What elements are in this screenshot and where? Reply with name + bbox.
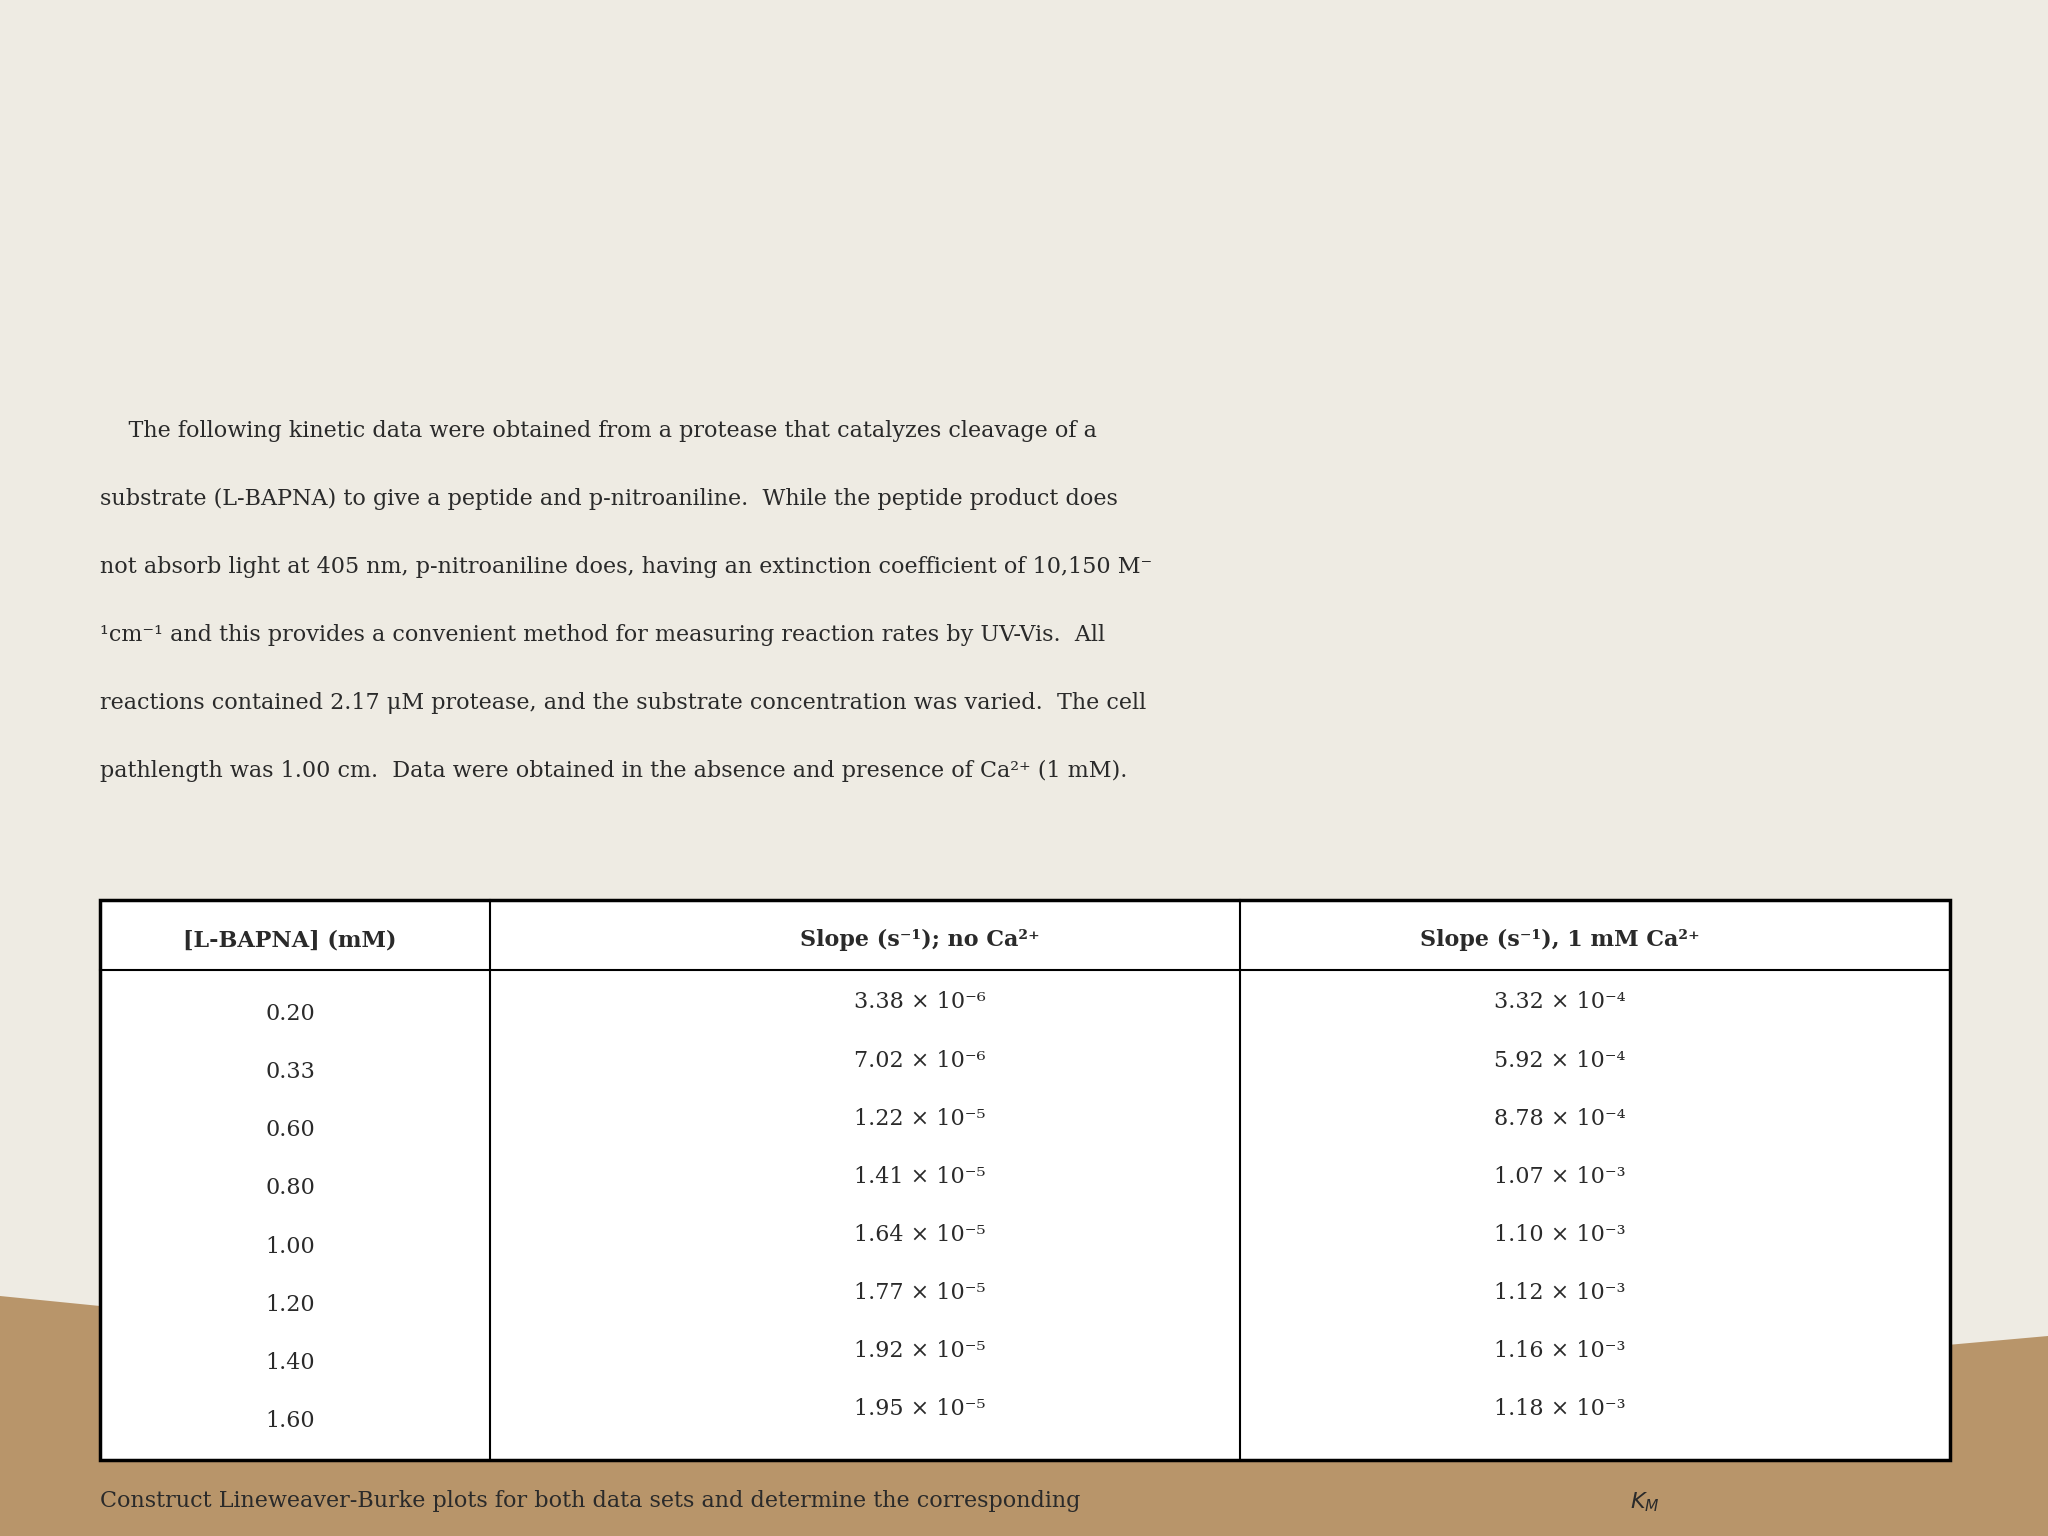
Polygon shape — [0, 0, 2048, 1385]
Text: 1.60: 1.60 — [264, 1410, 315, 1432]
Text: 1.95 × 10⁻⁵: 1.95 × 10⁻⁵ — [854, 1398, 985, 1421]
Text: Slope (s⁻¹), 1 mM Ca²⁺: Slope (s⁻¹), 1 mM Ca²⁺ — [1419, 929, 1700, 951]
Bar — [100, 900, 1950, 1461]
Text: reactions contained 2.17 μM protease, and the substrate concentration was varied: reactions contained 2.17 μM protease, an… — [100, 693, 1147, 714]
Text: 1.64 × 10⁻⁵: 1.64 × 10⁻⁵ — [854, 1224, 985, 1246]
Text: 1.20: 1.20 — [264, 1293, 315, 1316]
Text: 1.12 × 10⁻³: 1.12 × 10⁻³ — [1495, 1283, 1626, 1304]
Text: 1.00: 1.00 — [264, 1235, 315, 1258]
Text: 1.22 × 10⁻⁵: 1.22 × 10⁻⁵ — [854, 1107, 985, 1129]
Text: 1.77 × 10⁻⁵: 1.77 × 10⁻⁵ — [854, 1283, 985, 1304]
Text: 1.07 × 10⁻³: 1.07 × 10⁻³ — [1495, 1166, 1626, 1187]
Text: 1.40: 1.40 — [264, 1352, 315, 1373]
Text: Construct Lineweaver-Burke plots for both data sets and determine the correspond: Construct Lineweaver-Burke plots for bot… — [100, 1490, 1087, 1511]
Text: pathlength was 1.00 cm.  Data were obtained in the absence and presence of Ca²⁺ : pathlength was 1.00 cm. Data were obtain… — [100, 760, 1126, 782]
Text: 1.10 × 10⁻³: 1.10 × 10⁻³ — [1495, 1224, 1626, 1246]
Text: [L-BAPNA] (mM): [L-BAPNA] (mM) — [182, 929, 397, 951]
Text: 7.02 × 10⁻⁶: 7.02 × 10⁻⁶ — [854, 1049, 985, 1072]
Text: 3.32 × 10⁻⁴: 3.32 × 10⁻⁴ — [1495, 991, 1626, 1014]
Text: 1.92 × 10⁻⁵: 1.92 × 10⁻⁵ — [854, 1341, 985, 1362]
Text: 1.18 × 10⁻³: 1.18 × 10⁻³ — [1495, 1398, 1626, 1421]
Text: 0.20: 0.20 — [264, 1003, 315, 1025]
Text: 8.78 × 10⁻⁴: 8.78 × 10⁻⁴ — [1495, 1107, 1626, 1129]
Text: 0.80: 0.80 — [264, 1178, 315, 1200]
Text: 0.60: 0.60 — [264, 1120, 315, 1141]
Text: ¹cm⁻¹ and this provides a convenient method for measuring reaction rates by UV-V: ¹cm⁻¹ and this provides a convenient met… — [100, 624, 1106, 647]
Text: The following kinetic data were obtained from a protease that catalyzes cleavage: The following kinetic data were obtained… — [100, 419, 1098, 442]
Text: 1.41 × 10⁻⁵: 1.41 × 10⁻⁵ — [854, 1166, 985, 1187]
Text: $K_M$: $K_M$ — [1630, 1490, 1659, 1513]
Text: substrate (L-BAPNA) to give a peptide and p-nitroaniline.  While the peptide pro: substrate (L-BAPNA) to give a peptide an… — [100, 488, 1118, 510]
Text: 0.33: 0.33 — [264, 1061, 315, 1083]
Text: 1.16 × 10⁻³: 1.16 × 10⁻³ — [1495, 1341, 1626, 1362]
Text: 3.38 × 10⁻⁶: 3.38 × 10⁻⁶ — [854, 991, 985, 1014]
Text: Slope (s⁻¹); no Ca²⁺: Slope (s⁻¹); no Ca²⁺ — [801, 929, 1040, 951]
Text: not absorb light at 405 nm, p-nitroaniline does, having an extinction coefficien: not absorb light at 405 nm, p-nitroanili… — [100, 556, 1153, 578]
Text: 5.92 × 10⁻⁴: 5.92 × 10⁻⁴ — [1495, 1049, 1626, 1072]
